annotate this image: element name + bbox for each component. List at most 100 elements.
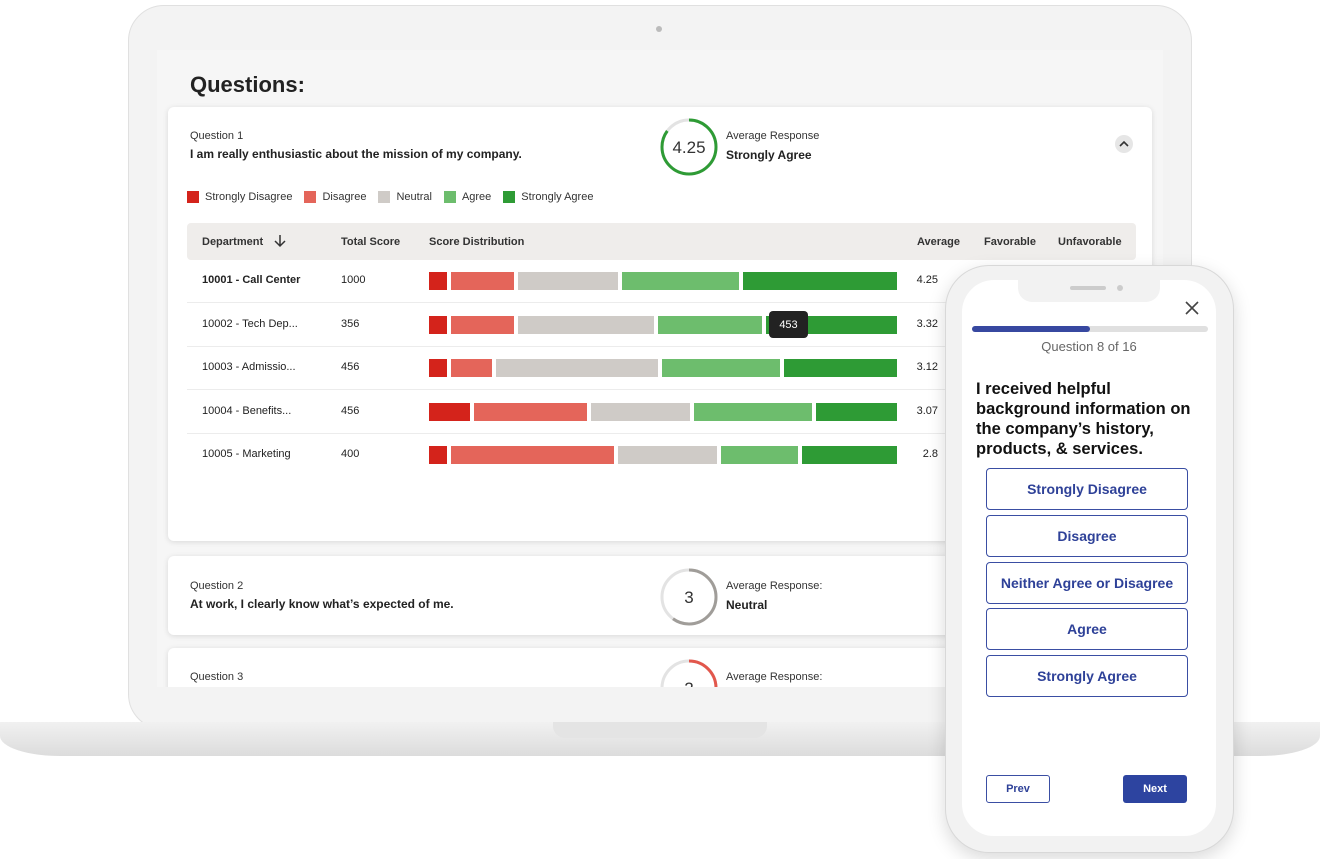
gauge-arc [660, 568, 718, 626]
average-label: Average Response: [726, 671, 823, 683]
distribution-segment[interactable] [721, 446, 799, 464]
answer-option[interactable]: Strongly Agree [986, 655, 1188, 698]
legend-swatch [443, 191, 456, 203]
distribution-segment[interactable] [451, 359, 492, 377]
total-score: 356 [341, 317, 360, 330]
answer-option[interactable]: Strongly Disagree [986, 468, 1188, 510]
average-label: Average Response: [726, 580, 823, 592]
row-divider [187, 345, 1136, 347]
distribution-segment[interactable] [743, 272, 897, 290]
distribution-segment[interactable] [429, 315, 448, 334]
progress-label: Question 8 of 16 [1041, 339, 1137, 354]
distribution-segment[interactable] [451, 272, 515, 290]
distribution-segment[interactable] [495, 359, 659, 377]
average: 3.32 [916, 317, 938, 330]
row-divider [187, 432, 1136, 434]
row-divider [187, 302, 1136, 303]
legend-item: Agree [443, 191, 492, 203]
legend-label: Strongly Agree [521, 191, 594, 203]
average: 3.12 [916, 361, 938, 373]
total-score: 456 [341, 361, 360, 373]
distribution-segment[interactable] [590, 402, 691, 421]
prev-button[interactable]: Prev [986, 775, 1050, 803]
sort-icon[interactable] [271, 232, 289, 250]
distribution-segment[interactable] [617, 446, 718, 464]
progress-fill [972, 326, 1090, 332]
distribution-segment[interactable] [784, 359, 897, 377]
gauge-arc [660, 659, 718, 687]
distribution-segment[interactable] [451, 446, 614, 464]
distribution-segment[interactable] [473, 402, 587, 421]
distribution-segment[interactable] [518, 272, 618, 290]
distribution-segment[interactable] [429, 402, 470, 421]
question-text: At work, I clearly know what’s expected … [190, 597, 454, 611]
legend-label: Neutral [396, 191, 432, 203]
legend-swatch [503, 191, 516, 203]
department: 10003 - Admissio... [202, 361, 296, 373]
distribution-segment[interactable] [694, 402, 812, 421]
answer-option[interactable]: Neither Agree or Disagree [986, 561, 1188, 604]
legend-swatch [378, 191, 391, 203]
legend-swatch [304, 191, 317, 203]
score-gauge: 4.25 [660, 118, 718, 176]
average: 3.07 [916, 404, 938, 417]
speaker [1070, 286, 1106, 290]
heading: Questions: [190, 72, 305, 97]
total-score: 400 [341, 448, 360, 460]
question-label: Question 2 [190, 580, 244, 592]
column-header: Total Score [341, 236, 401, 248]
laptop-notch [553, 722, 767, 738]
total-score: 456 [341, 404, 360, 417]
department: 10005 - Marketing [202, 448, 291, 460]
average-value: Neutral [726, 598, 768, 612]
next-button[interactable]: Next [1123, 775, 1187, 803]
average: 2.8 [922, 448, 938, 460]
column-header: Score Distribution [429, 236, 525, 248]
department: 10004 - Benefits... [202, 404, 292, 417]
department: 10002 - Tech Dep... [202, 317, 298, 330]
phone-notch [1018, 280, 1160, 302]
distribution-segment[interactable] [657, 315, 762, 334]
progress-track [972, 326, 1208, 332]
average-value: Strongly Agree [726, 148, 812, 162]
front-camera [1117, 285, 1123, 291]
legend-label: Agree [461, 191, 492, 203]
question-label: Question 1 [190, 130, 244, 142]
collapse-button[interactable] [1115, 135, 1133, 153]
department: 10001 - Call Center [202, 274, 301, 286]
answer-option[interactable]: Agree [986, 608, 1188, 651]
legend-item: Disagree [304, 191, 366, 203]
distribution-segment[interactable] [662, 359, 780, 377]
distribution-segment[interactable] [451, 315, 515, 334]
question-text: I am really enthusiastic about the missi… [190, 147, 522, 161]
legend-label: Strongly Disagree [205, 191, 293, 203]
column-header: Favorable [984, 236, 1036, 248]
close-button[interactable] [1184, 300, 1200, 316]
distribution-segment[interactable] [802, 446, 897, 464]
camera [656, 26, 662, 32]
distribution-segment[interactable] [518, 315, 654, 334]
distribution-segment[interactable] [429, 359, 448, 377]
legend-item: Neutral [378, 191, 432, 203]
column-header: Unfavorable [1058, 236, 1122, 248]
gauge-score: 4.25 [672, 138, 705, 157]
table-header [187, 223, 1136, 260]
distribution-segment[interactable] [429, 446, 448, 464]
distribution-segment[interactable] [621, 272, 740, 290]
distribution-segment[interactable] [815, 402, 897, 421]
distribution-segment[interactable] [429, 272, 448, 290]
legend-item: Strongly Agree [503, 191, 593, 203]
question-text: I received helpful background informatio… [976, 380, 1191, 458]
gauge-arc [660, 118, 718, 176]
legend: Strongly Disagree Disagree Neutral Agree Str… [187, 191, 593, 203]
phone-screen: Question 8 of 16 I received helpful back… [962, 280, 1216, 836]
gauge-score: 3 [684, 588, 693, 607]
score-gauge: 3 [660, 568, 718, 626]
average-label: Average Response [726, 130, 820, 142]
question-label: Question 3 [190, 671, 244, 683]
total-score: 1000 [341, 274, 366, 286]
answer-option[interactable]: Disagree [986, 514, 1188, 557]
chevron-icon [1119, 140, 1129, 147]
gauge-score: 2 [684, 679, 693, 687]
